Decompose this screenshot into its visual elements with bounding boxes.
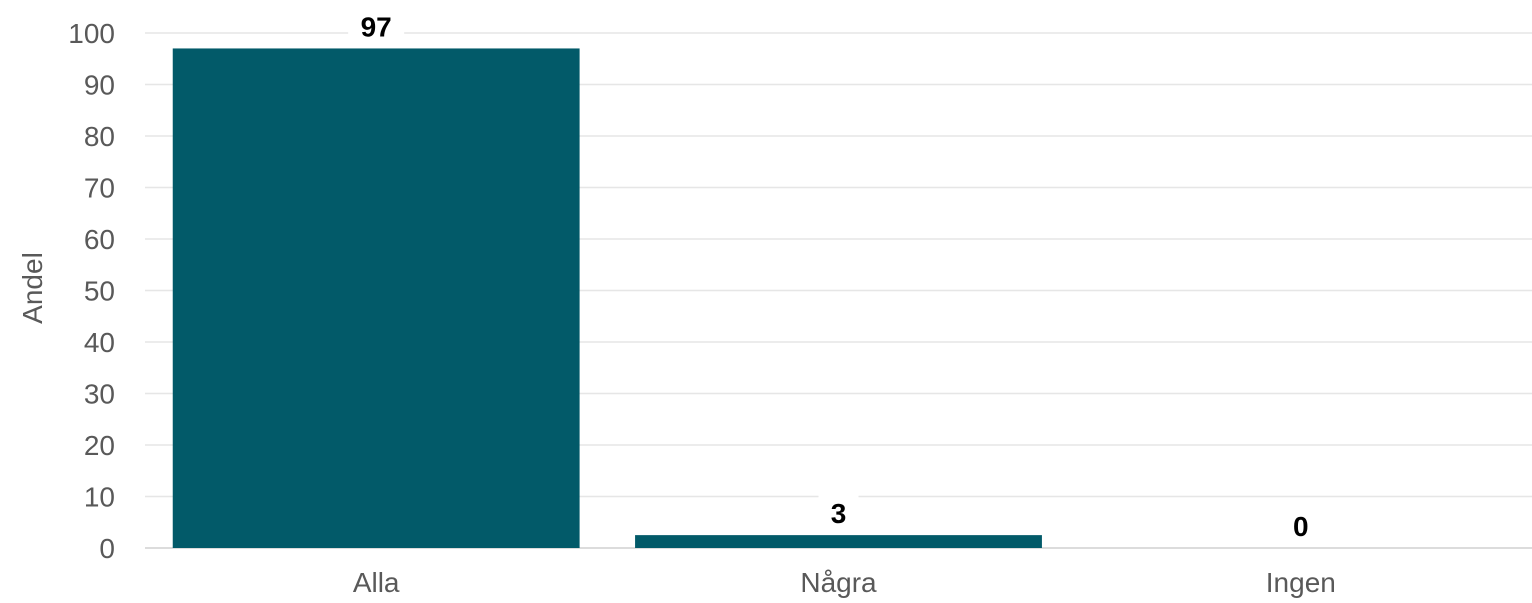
data-label: 3 — [831, 498, 847, 529]
data-label-background — [348, 8, 405, 45]
data-label-background — [1280, 508, 1321, 544]
y-tick-label: 80 — [84, 121, 115, 152]
bars — [172, 48, 1042, 548]
y-tick-label: 70 — [84, 173, 115, 204]
y-axis-title: Andel — [17, 252, 48, 324]
y-tick-label: 100 — [68, 18, 115, 49]
y-tick-label: 50 — [84, 276, 115, 307]
bar-några — [635, 535, 1042, 548]
y-tick-label: 40 — [84, 327, 115, 358]
y-tick-label: 30 — [84, 379, 115, 410]
y-axis-ticks: 0 10 20 30 40 50 60 70 80 90 100 — [68, 18, 115, 564]
y-tick-label: 20 — [84, 430, 115, 461]
data-labels: 97 3 0 — [348, 8, 1321, 544]
y-tick-label: 0 — [99, 533, 115, 564]
y-tick-label: 60 — [84, 224, 115, 255]
bar-alla — [172, 48, 580, 548]
data-label: 0 — [1293, 511, 1309, 542]
x-axis-labels: Alla Några Ingen — [353, 567, 1336, 598]
data-label-background — [818, 495, 859, 532]
y-tick-label: 90 — [84, 70, 115, 101]
data-label: 97 — [361, 11, 392, 42]
x-category-label: Ingen — [1266, 567, 1336, 598]
y-tick-label: 10 — [84, 482, 115, 513]
x-category-label: Alla — [353, 567, 400, 598]
x-category-label: Några — [800, 567, 877, 598]
